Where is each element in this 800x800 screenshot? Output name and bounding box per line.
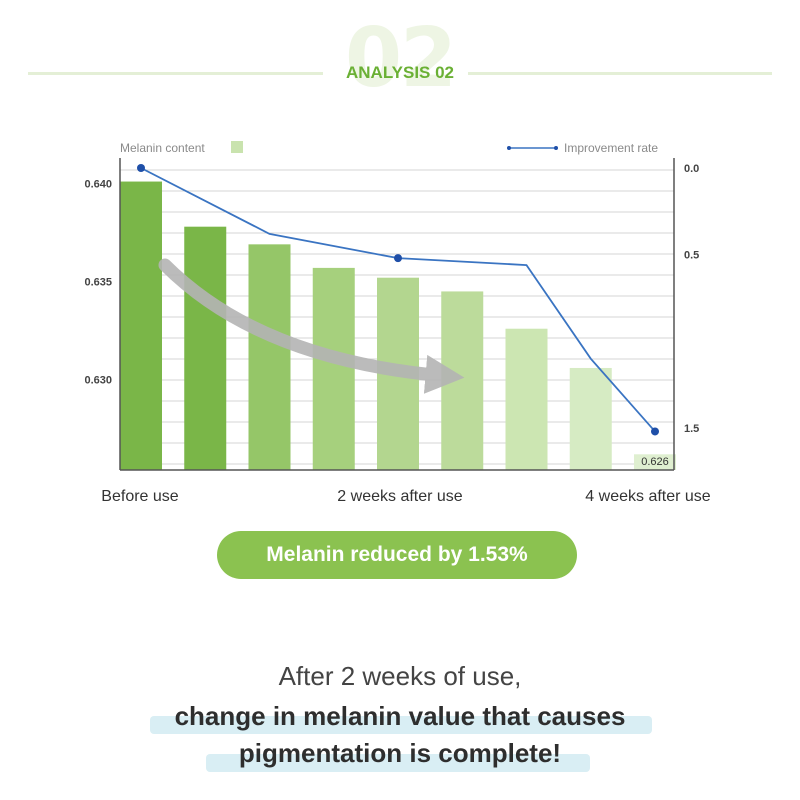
caption-line-3: pigmentation is complete! [238, 738, 562, 768]
y-left-tick-label: 0.630 [84, 375, 112, 387]
line-marker [394, 254, 402, 263]
x-tick-label: 2 weeks after use [337, 488, 463, 505]
header-rule-left [28, 72, 323, 75]
caption-line-1: After 2 weeks of use, [278, 661, 522, 691]
bar-value-label: 0.626 [641, 456, 669, 468]
section-number: 02 [344, 11, 457, 106]
x-tick-label: Before use [101, 488, 178, 505]
line-marker [137, 164, 145, 172]
bar [248, 244, 291, 470]
bar [569, 367, 612, 470]
legend-line-marker-left [507, 146, 511, 150]
bar [505, 328, 548, 470]
bar [634, 454, 676, 470]
summary-badge: Melanin reduced by 1.53% [217, 531, 577, 579]
y-right-tick-label: 0.5 [684, 250, 699, 262]
legend-line-marker-right [554, 146, 558, 150]
bar [184, 226, 227, 470]
line-marker [651, 427, 659, 436]
y-left-tick-label: 0.635 [84, 277, 112, 289]
improvement-line [140, 167, 656, 433]
section-title: ANALYSIS 02 [345, 63, 455, 82]
legend-bar-label: Melanin content [120, 141, 205, 155]
caption-highlight-2 [206, 754, 590, 772]
y-right-tick-label: 1.5 [684, 423, 699, 435]
header-rule-right [468, 72, 772, 75]
y-right-tick-label: 0.0 [684, 163, 699, 175]
bar [120, 181, 162, 470]
bar [312, 267, 355, 470]
caption-line-2: change in melanin value that causes [174, 701, 626, 731]
caption-highlight-1 [150, 716, 652, 734]
legend-bar-swatch [231, 141, 243, 153]
x-tick-label: 4 weeks after use [585, 488, 711, 505]
trend-arrow [158, 258, 465, 394]
y-left-tick-label: 0.640 [84, 179, 112, 191]
melanin-chart: 0.626 0.630 0.635 0.640 0.0 0.5 1.5 Before use… [84, 141, 711, 505]
legend-line-label: Improvement rate [564, 141, 658, 155]
